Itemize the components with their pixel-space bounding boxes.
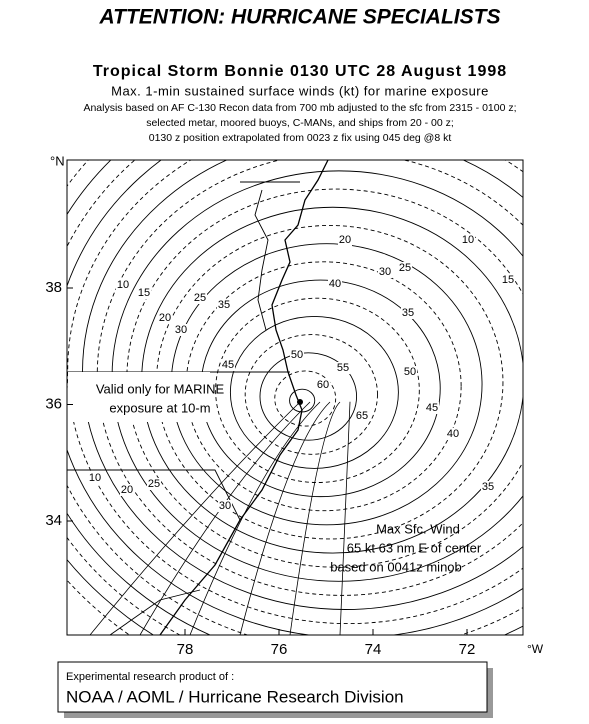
contour-label: 10 bbox=[117, 279, 129, 291]
contour-label: 25 bbox=[148, 478, 160, 490]
contour-label: 35 bbox=[402, 307, 414, 319]
caption: Max. 1-min sustained surface winds (kt) … bbox=[111, 83, 489, 98]
validity-note: Valid only for MARINE bbox=[96, 381, 225, 396]
contour-label: 50 bbox=[404, 366, 416, 378]
lon-label: 78 bbox=[177, 641, 194, 658]
contour-label: 20 bbox=[339, 234, 351, 246]
contour-label: 50 bbox=[291, 349, 303, 361]
lon-label: 72 bbox=[459, 641, 476, 658]
lat-label: 36 bbox=[45, 395, 62, 412]
contour-label: 25 bbox=[194, 292, 206, 304]
contour-label: 45 bbox=[222, 359, 234, 371]
contour-label: 40 bbox=[329, 278, 341, 290]
contour-label: 15 bbox=[502, 274, 514, 286]
note: Analysis based on AF C-130 Recon data fr… bbox=[83, 102, 516, 114]
storm-center bbox=[297, 399, 303, 405]
note: 0130 z position extrapolated from 0023 z… bbox=[149, 132, 452, 144]
contour-label: 10 bbox=[462, 234, 474, 246]
lat-label: 34 bbox=[45, 512, 62, 529]
footer-line: Experimental research product of : bbox=[66, 671, 234, 683]
contour-label: 60 bbox=[317, 379, 329, 391]
contour-label: 30 bbox=[379, 266, 391, 278]
contour-label: 35 bbox=[218, 299, 230, 311]
contour-label: 30 bbox=[219, 500, 231, 512]
contour-label: 65 bbox=[356, 410, 368, 422]
contour-label: 10 bbox=[89, 472, 101, 484]
lat-unit: °N bbox=[50, 153, 65, 168]
footer-line: NOAA / AOML / Hurricane Research Divisio… bbox=[66, 687, 404, 706]
max-wind-note: 65 kt 63 nm E of center bbox=[347, 540, 482, 555]
contour-label: 25 bbox=[399, 262, 411, 274]
validity-note: exposure at 10-m bbox=[109, 400, 210, 415]
lon-label: 74 bbox=[365, 641, 382, 658]
contour-label: 15 bbox=[138, 287, 150, 299]
max-wind-note: Max Sfc. Wind bbox=[376, 521, 460, 536]
title: ATTENTION: HURRICANE SPECIALISTS bbox=[99, 6, 501, 29]
contour-label: 35 bbox=[482, 481, 494, 493]
contour-label: 45 bbox=[426, 402, 438, 414]
contour-label: 55 bbox=[337, 362, 349, 374]
lat-label: 38 bbox=[45, 279, 62, 296]
lon-unit: °W bbox=[527, 642, 544, 656]
contour-label: 40 bbox=[447, 428, 459, 440]
subtitle: Tropical Storm Bonnie 0130 UTC 28 August… bbox=[93, 63, 507, 80]
max-wind-note: based on 0041z minob bbox=[330, 559, 462, 574]
contour-label: 20 bbox=[121, 484, 133, 496]
note: selected metar, moored buoys, C-MANs, an… bbox=[146, 117, 454, 129]
contour-label: 20 bbox=[159, 312, 171, 324]
lon-label: 76 bbox=[271, 641, 288, 658]
contour-label: 30 bbox=[175, 324, 187, 336]
